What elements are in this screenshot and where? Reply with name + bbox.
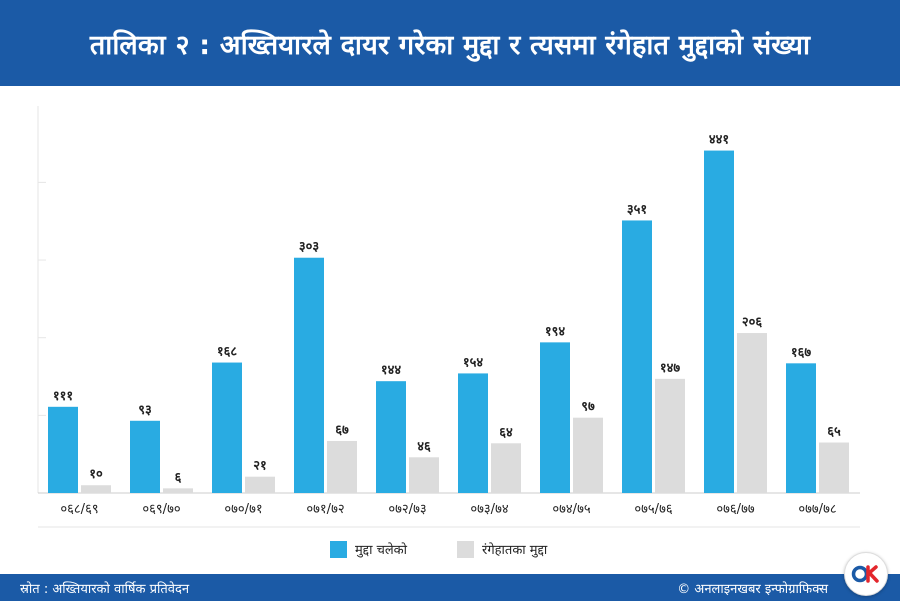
data-label-cases-filed: ९३ [138, 403, 152, 418]
data-label-cases-filed: १६७ [791, 345, 812, 360]
header-bar: तालिका २ : अख्तियारले दायर गरेका मुद्दा … [0, 0, 900, 86]
bar-red-handed [737, 333, 767, 493]
data-label-red-handed: २०६ [742, 315, 763, 330]
chart-title: तालिका २ : अख्तियारले दायर गरेका मुद्दा … [89, 29, 811, 61]
data-label-cases-filed: १६८ [217, 345, 238, 360]
x-tick-label: ०७२/७३ [388, 502, 426, 517]
bar-cases-filed [294, 257, 324, 493]
source-note: स्रोत : अख्तियारको वार्षिक प्रतिवेदन [20, 582, 190, 597]
bar-cases-filed [212, 362, 242, 493]
bar-red-handed [573, 417, 603, 493]
legend-swatch-red-handed [457, 541, 474, 558]
data-label-cases-filed: ३०३ [299, 240, 320, 255]
bar-chart: १११ १० ०६८/६९ ९३ ६ ०६९/७० १६८ २१ ०७०/७१ ३०३ ६७ ०७१/… [37, 106, 860, 558]
data-label-red-handed: २१ [253, 459, 267, 474]
x-tick-label: ०७५/७६ [634, 502, 672, 517]
x-tick-label: ०७०/७१ [224, 502, 262, 517]
bar-red-handed [655, 378, 685, 493]
bar-red-handed [819, 442, 849, 493]
x-tick-label: ०७६/७७ [716, 502, 754, 517]
bar-red-handed [163, 488, 193, 493]
data-label-red-handed: ६ [175, 470, 182, 485]
x-tick-label: ०७३/७४ [470, 502, 508, 517]
legend-swatch-cases-filed [330, 541, 347, 558]
data-label-red-handed: १० [89, 467, 103, 482]
data-label-red-handed: ९७ [581, 400, 595, 415]
bar-cases-filed [622, 220, 652, 494]
bar-red-handed [491, 443, 521, 493]
data-label-red-handed: ४६ [417, 439, 431, 454]
bar-red-handed [245, 476, 275, 493]
bar-cases-filed [704, 150, 734, 493]
data-label-cases-filed: १५४ [463, 355, 484, 370]
data-label-cases-filed: ३५१ [627, 202, 647, 217]
bar-red-handed [409, 457, 439, 493]
data-label-red-handed: ६७ [335, 423, 349, 438]
x-tick-label: ०६८/६९ [60, 502, 98, 517]
data-label-red-handed: ६४ [499, 425, 513, 440]
legend-label-cases-filed: मुद्दा चलेको [355, 542, 408, 558]
bar-cases-filed [130, 420, 160, 493]
bar-cases-filed [786, 363, 816, 493]
onlinekhabar-logo-icon [844, 552, 888, 596]
legend-label-red-handed: रंगेहातका मुद्दा [482, 542, 548, 558]
data-label-red-handed: १४७ [660, 361, 681, 376]
footer-bar: स्रोत : अख्तियारको वार्षिक प्रतिवेदन © अ… [0, 574, 900, 601]
bar-cases-filed [48, 406, 78, 493]
bar-cases-filed [540, 342, 570, 493]
bar-cases-filed [376, 381, 406, 493]
x-tick-label: ०७१/७२ [306, 502, 344, 517]
data-label-cases-filed: ४४१ [709, 133, 729, 148]
chart-area: १११ १० ०६८/६९ ९३ ६ ०६९/७० १६८ २१ ०७०/७१ ३०३ ६७ ०७१/… [0, 86, 900, 574]
data-label-cases-filed: १११ [53, 389, 73, 404]
data-label-cases-filed: १४४ [381, 363, 402, 378]
x-tick-label: ०६९/७० [142, 502, 180, 517]
bar-red-handed [81, 485, 111, 493]
data-label-cases-filed: १९४ [545, 324, 566, 339]
credit-note: © अनलाइनखबर इन्फोग्राफिक्स [677, 582, 828, 597]
bar-red-handed [327, 440, 357, 493]
x-tick-label: ०७७/७८ [798, 502, 836, 517]
x-tick-label: ०७४/७५ [552, 502, 590, 517]
bar-cases-filed [458, 373, 488, 493]
data-label-red-handed: ६५ [827, 425, 841, 440]
